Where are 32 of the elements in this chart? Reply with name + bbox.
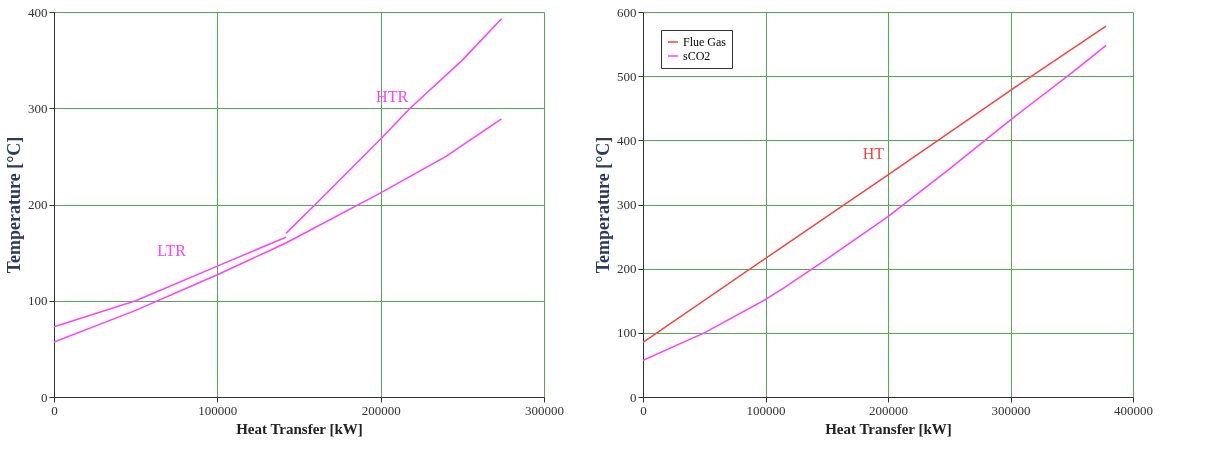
x-tick-label: 200000 <box>361 402 401 418</box>
annotation: HT <box>862 145 885 163</box>
y-tick-label: 200 <box>28 197 48 212</box>
x-axis-title: Heat Transfer [kW] <box>825 420 952 437</box>
y-tick-label: 0 <box>630 389 637 405</box>
line-series <box>54 236 287 328</box>
line-series <box>54 118 503 343</box>
y-axis-title: Temperature [°C] <box>593 136 613 274</box>
annotation: LTR <box>157 241 187 259</box>
x-tick-label: 200000 <box>869 402 908 418</box>
y-tick-label: 100 <box>617 325 637 341</box>
line-series <box>285 17 503 235</box>
y-tick-label: 400 <box>28 4 48 20</box>
y-tick-label: 0 <box>41 389 48 405</box>
legend-label: sCO2 <box>683 49 711 63</box>
y-tick-label: 200 <box>617 261 637 277</box>
y-tick-label: 100 <box>28 293 48 309</box>
x-tick-label: 300000 <box>525 402 564 418</box>
y-tick-label: 600 <box>617 4 637 20</box>
x-tick-label: 0 <box>640 402 647 418</box>
x-tick-label: 100000 <box>198 402 238 418</box>
x-tick-label: 400000 <box>1114 402 1153 418</box>
y-tick-label: 300 <box>28 100 48 116</box>
y-axis-title: Temperature [°C] <box>4 136 24 274</box>
y-tick-label: 300 <box>617 197 637 212</box>
x-tick-label: 100000 <box>746 402 786 418</box>
y-tick-label: 500 <box>617 68 637 84</box>
x-axis-title: Heat Transfer [kW] <box>236 420 363 437</box>
legend-label: Flue Gas <box>683 35 727 49</box>
y-tick-label: 400 <box>617 132 637 148</box>
x-tick-label: 0 <box>51 402 58 418</box>
x-tick-label: 300000 <box>991 402 1031 418</box>
